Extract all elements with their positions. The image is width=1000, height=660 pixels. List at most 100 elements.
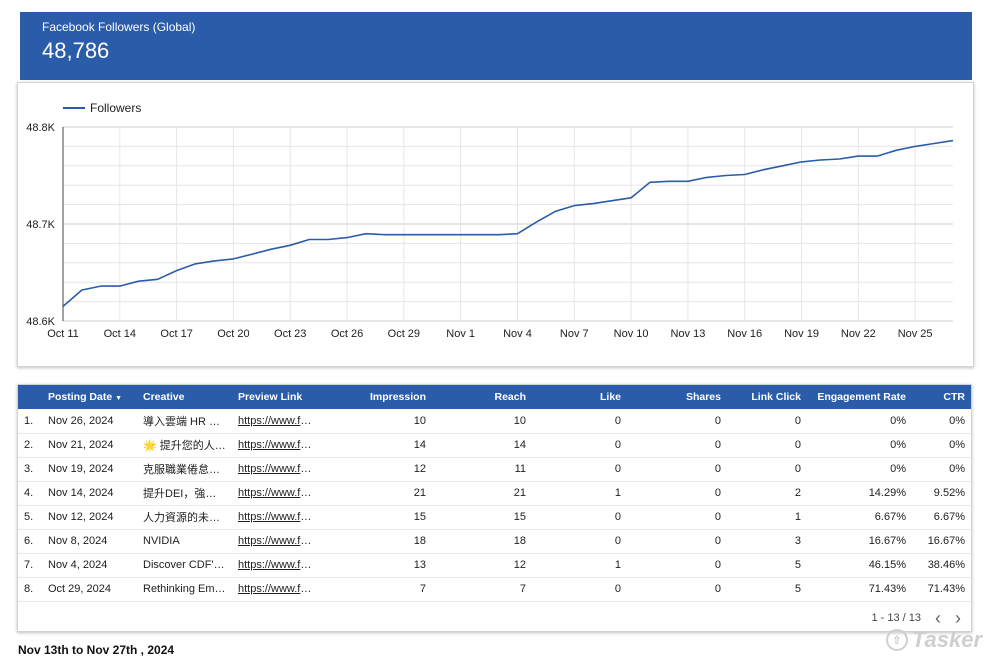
cell-shares: 0	[714, 511, 721, 523]
cell-creative: Rethinking Employee Experience	[143, 583, 232, 595]
chevron-right-icon[interactable]: ›	[955, 608, 961, 628]
x-tick-label: Nov 7	[560, 328, 589, 340]
header-posting-date[interactable]: Posting Date ▼	[42, 385, 137, 409]
cell-creative: 人力資源的未來趨勢	[143, 512, 232, 524]
cell-ctr: 38.46%	[927, 559, 965, 571]
watermark-text: Tasker	[911, 627, 982, 652]
cell-reach: 15	[513, 511, 526, 523]
header-posting-date-label: Posting Date	[48, 391, 113, 403]
table-row: 3. Nov 19, 2024 克服職業倦怠，打造健康職場 https://www.f…	[18, 457, 971, 481]
followers-line-chart: Oct 11 Oct 14 Oct 17 Oct 20 Oct 23 Oct 26 Oct …	[26, 101, 954, 340]
x-tick-label: Oct 11	[47, 328, 79, 340]
cell-preview-link[interactable]: https://www.facebook.com/	[238, 487, 322, 499]
cell-link-click: 5	[794, 559, 801, 571]
x-tick-label: Nov 16	[727, 328, 762, 340]
cell-posting-date: Oct 29, 2024	[48, 583, 111, 595]
watermark: ⇧ Tasker	[885, 627, 982, 653]
cell-posting-date: Nov 14, 2024	[48, 487, 114, 499]
cell-impression: 12	[413, 463, 426, 475]
cell-preview-link[interactable]: https://www.facebook.com/	[238, 511, 322, 523]
row-index: 1.	[24, 414, 34, 427]
cell-impression: 10	[413, 414, 426, 427]
cell-like: 0	[614, 439, 621, 451]
cell-impression: 7	[419, 583, 426, 595]
scorecard-value: 48,786	[42, 38, 110, 63]
cell-reach: 12	[513, 559, 526, 571]
cell-like: 0	[614, 463, 621, 475]
cell-creative: 提升DEI，強化企業文化	[143, 488, 232, 500]
cell-impression: 21	[413, 487, 426, 499]
cell-preview-link[interactable]: https://www.facebook.com/	[238, 463, 322, 475]
row-index: 3.	[24, 463, 34, 475]
cell-ctr: 6.67%	[933, 511, 965, 523]
cell-reach: 14	[513, 439, 526, 451]
x-tick-label: Oct 23	[274, 328, 306, 340]
cell-link-click: 3	[794, 535, 801, 547]
cell-shares: 0	[714, 463, 721, 475]
table-row: 2. Nov 21, 2024 🌟 提升您的人才管理 https://www.face…	[18, 433, 971, 457]
cell-engagement-rate: 16.67%	[868, 535, 906, 547]
date-range: Nov 13th to Nov 27th , 2024	[18, 643, 175, 657]
cell-like: 1	[614, 559, 621, 571]
header-like[interactable]: Like	[599, 391, 621, 403]
cell-ctr: 9.52%	[933, 487, 965, 499]
x-tick-label: Nov 13	[670, 328, 705, 340]
cell-creative: 導入雲端 HR 系統：為何 HR 需要 SaaS	[143, 415, 232, 428]
cell-reach: 18	[513, 535, 526, 547]
header-shares[interactable]: Shares	[685, 391, 721, 403]
cell-preview-link[interactable]: https://www.facebook.com/	[238, 535, 322, 547]
y-tick-label: 48.8K	[26, 122, 55, 134]
header-preview-link[interactable]: Preview Link	[238, 391, 303, 403]
cell-preview-link[interactable]: https://www.facebook.com/	[238, 583, 322, 595]
table-header: Posting Date ▼ Creative Preview Link Imp…	[18, 385, 971, 409]
header-impression[interactable]: Impression	[369, 391, 426, 403]
x-tick-label: Nov 4	[503, 328, 532, 340]
header-link-click[interactable]: Link Click	[751, 391, 801, 403]
y-tick-label: 48.6K	[26, 316, 55, 328]
cell-link-click: 5	[794, 583, 801, 595]
cell-engagement-rate: 71.43%	[868, 583, 906, 595]
cell-engagement-rate: 46.15%	[868, 559, 906, 571]
cell-link-click: 0	[794, 439, 801, 451]
header-engagement-rate[interactable]: Engagement Rate	[817, 391, 906, 403]
cell-like: 1	[614, 487, 621, 499]
header-ctr[interactable]: CTR	[943, 391, 965, 403]
x-tick-label: Nov 10	[614, 328, 649, 340]
cell-preview-link[interactable]: https://www.facebook.com/	[238, 559, 322, 571]
x-tick-label: Oct 29	[388, 328, 420, 340]
cell-link-click: 0	[794, 463, 801, 475]
cell-reach: 10	[513, 414, 526, 427]
posts-table: Posting Date ▼ Creative Preview Link Imp…	[18, 385, 971, 602]
row-index: 5.	[24, 511, 34, 523]
header-index	[18, 385, 42, 409]
cell-preview-link[interactable]: https://www.facebook.com/	[238, 439, 322, 451]
chevron-left-icon[interactable]: ‹	[935, 608, 941, 628]
header-creative[interactable]: Creative	[143, 391, 185, 403]
cell-impression: 14	[413, 439, 426, 451]
x-tick-label: Oct 20	[217, 328, 249, 340]
posts-table-card: Posting Date ▼ Creative Preview Link Imp…	[17, 384, 972, 632]
x-tick-label: Nov 25	[898, 328, 933, 340]
cell-link-click: 2	[794, 487, 801, 499]
cell-engagement-rate: 0%	[890, 463, 906, 475]
table-row: 6. Nov 8, 2024 NVIDIA https://www.facebook.…	[18, 529, 971, 553]
y-tick-label: 48.7K	[26, 219, 55, 231]
cell-shares: 0	[714, 487, 721, 499]
cell-shares: 0	[714, 559, 721, 571]
cell-reach: 11	[514, 463, 526, 475]
table-row: 7. Nov 4, 2024 Discover CDF's HR Solutions…	[18, 553, 971, 577]
cell-preview-link[interactable]: https://www.facebook.com/	[238, 414, 322, 427]
header-reach[interactable]: Reach	[494, 391, 526, 403]
cell-ctr: 0%	[949, 414, 965, 427]
cell-shares: 0	[714, 439, 721, 451]
table-row: 4. Nov 14, 2024 提升DEI，強化企業文化 https://www.fa…	[18, 481, 971, 505]
pagination: 1 - 13 / 13 ‹ ›	[871, 608, 961, 628]
x-tick-label: Nov 22	[841, 328, 876, 340]
followers-chart-card: Oct 11 Oct 14 Oct 17 Oct 20 Oct 23 Oct 26 Oct …	[17, 82, 974, 367]
row-index: 2.	[24, 439, 34, 451]
cell-impression: 15	[413, 511, 426, 523]
cell-engagement-rate: 6.67%	[874, 511, 906, 523]
row-index: 7.	[24, 559, 34, 571]
cell-ctr: 16.67%	[927, 535, 965, 547]
cell-link-click: 1	[794, 511, 801, 523]
